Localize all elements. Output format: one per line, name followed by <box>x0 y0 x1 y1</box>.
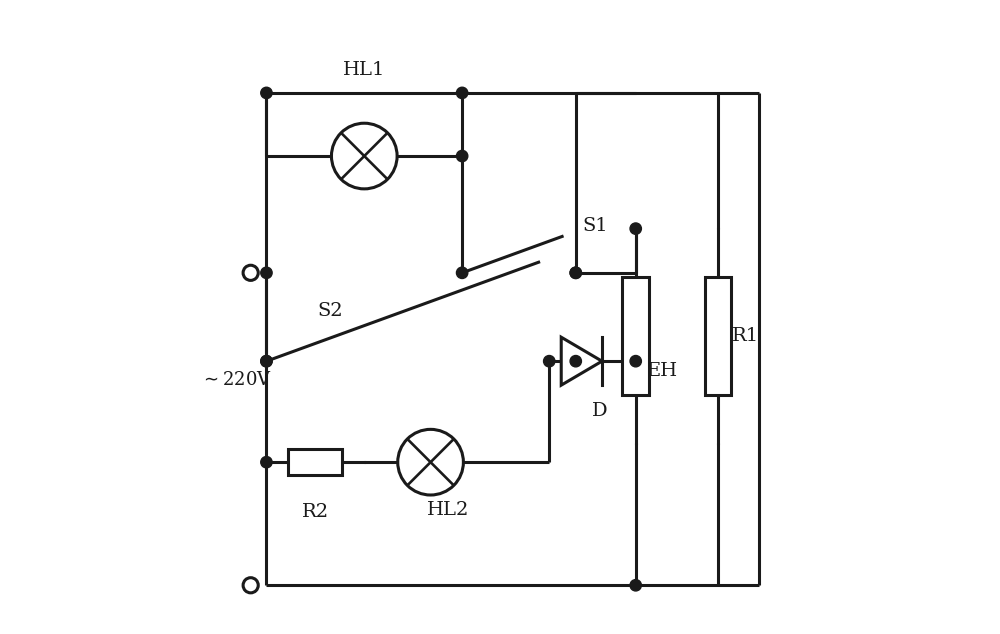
Text: R1: R1 <box>732 327 759 345</box>
Text: $\sim$220V: $\sim$220V <box>200 371 272 389</box>
Text: S2: S2 <box>317 302 343 320</box>
Circle shape <box>456 267 468 278</box>
Circle shape <box>630 356 641 367</box>
Circle shape <box>456 87 468 99</box>
Text: HL1: HL1 <box>343 61 385 79</box>
Circle shape <box>570 267 581 278</box>
Text: R2: R2 <box>302 503 329 521</box>
Circle shape <box>261 267 272 278</box>
Text: HL2: HL2 <box>427 501 470 519</box>
Circle shape <box>570 267 581 278</box>
Circle shape <box>331 123 397 189</box>
Text: D: D <box>592 402 607 420</box>
Circle shape <box>630 579 641 591</box>
Circle shape <box>398 429 463 495</box>
Circle shape <box>630 223 641 235</box>
Circle shape <box>243 265 258 280</box>
Circle shape <box>261 356 272 367</box>
Circle shape <box>456 150 468 162</box>
Bar <box>705 277 731 395</box>
Polygon shape <box>561 337 602 385</box>
Circle shape <box>544 356 555 367</box>
Circle shape <box>570 356 581 367</box>
Circle shape <box>261 356 272 367</box>
Circle shape <box>261 87 272 99</box>
Text: S1: S1 <box>582 217 608 235</box>
Text: EH: EH <box>647 361 678 380</box>
Circle shape <box>261 456 272 468</box>
Bar <box>622 277 649 395</box>
Circle shape <box>243 578 258 593</box>
Bar <box>288 449 342 476</box>
